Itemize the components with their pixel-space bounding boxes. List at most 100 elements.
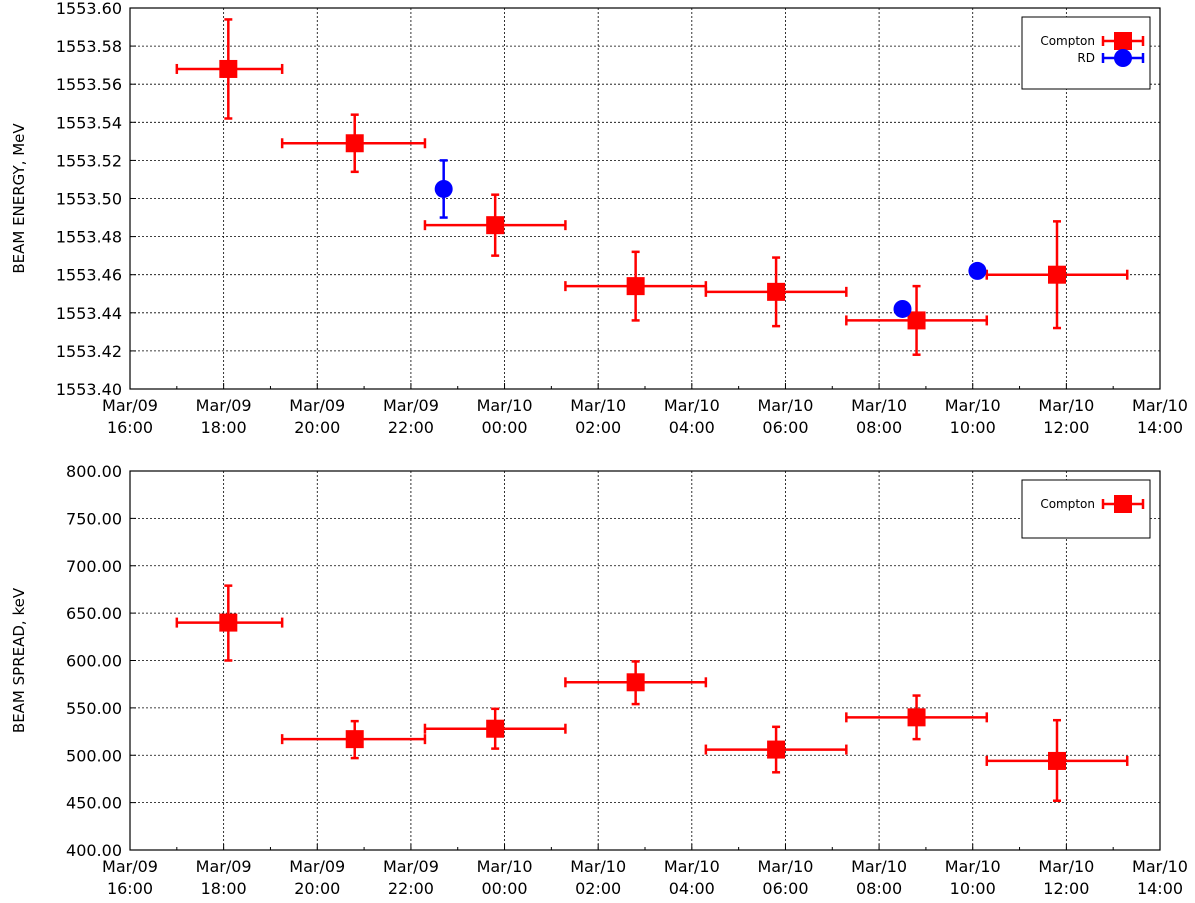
series-rd	[434, 159, 987, 318]
x-tick-label: Mar/10	[757, 396, 813, 415]
data-point-rd	[968, 261, 987, 280]
legend-label: RD	[1077, 51, 1095, 65]
x-tick-label: Mar/09	[102, 857, 158, 876]
circle-marker	[968, 261, 987, 280]
square-marker	[767, 740, 786, 759]
square-marker	[345, 134, 364, 153]
square-marker	[486, 719, 505, 738]
series-compton	[175, 18, 1129, 356]
x-tick-label: 22:00	[388, 879, 434, 898]
square-marker	[626, 673, 645, 692]
square-marker	[907, 708, 926, 727]
x-tick-label: 08:00	[856, 879, 902, 898]
x-tick-label: Mar/10	[1132, 857, 1188, 876]
square-marker	[767, 282, 786, 301]
square-marker	[1048, 751, 1066, 770]
y-tick-label: 400.00	[66, 841, 122, 860]
legend-label: Compton	[1040, 34, 1095, 48]
y-tick-label: 1553.40	[56, 380, 122, 399]
y-tick-label: 1553.54	[56, 113, 122, 132]
x-tick-label: 06:00	[762, 418, 808, 437]
data-point-compton	[845, 694, 989, 741]
x-tick-label: 04:00	[669, 879, 715, 898]
x-tick-label: 18:00	[201, 418, 247, 437]
x-tick-label: Mar/10	[945, 396, 1001, 415]
legend-square-marker	[1114, 32, 1132, 50]
x-tick-label: Mar/10	[477, 396, 533, 415]
x-tick-label: 12:00	[1043, 879, 1089, 898]
square-marker	[219, 613, 238, 632]
square-marker	[907, 311, 926, 330]
x-tick-label: 20:00	[294, 879, 340, 898]
x-tick-label: 00:00	[481, 418, 527, 437]
square-marker	[219, 59, 238, 78]
y-tick-label: 700.00	[66, 557, 122, 576]
data-point-compton	[423, 707, 567, 750]
square-marker	[345, 730, 364, 749]
x-tick-label: Mar/09	[383, 396, 439, 415]
data-point-compton	[985, 220, 1129, 330]
legend: Compton	[1021, 479, 1151, 539]
plot-frame	[129, 7, 1161, 390]
y-tick-label: 1553.42	[56, 342, 122, 361]
x-tick-label: Mar/10	[1038, 857, 1094, 876]
y-tick-label: 1553.52	[56, 151, 122, 170]
x-tick-label: Mar/10	[1132, 396, 1188, 415]
x-tick-label: 00:00	[481, 879, 527, 898]
x-tick-label: Mar/09	[196, 857, 252, 876]
x-tick-label: Mar/10	[757, 857, 813, 876]
x-tick-label: Mar/10	[570, 396, 626, 415]
y-tick-label: 1553.60	[56, 0, 122, 18]
x-tick-label: Mar/10	[851, 857, 907, 876]
data-point-compton	[280, 113, 427, 174]
x-tick-label: 14:00	[1137, 418, 1183, 437]
y-axis-title: BEAM ENERGY, MeV	[10, 123, 28, 274]
x-tick-label: 04:00	[669, 418, 715, 437]
y-tick-label: 1553.48	[56, 228, 122, 247]
x-tick-label: 02:00	[575, 418, 621, 437]
data-point-compton	[280, 719, 427, 760]
y-tick-label: 650.00	[66, 604, 122, 623]
legend-circle-marker	[1114, 49, 1132, 67]
data-point-compton	[704, 256, 848, 328]
square-marker	[1048, 265, 1066, 284]
circle-marker	[893, 299, 912, 318]
y-tick-label: 500.00	[66, 746, 122, 765]
series-compton	[175, 584, 1129, 802]
x-tick-label: 08:00	[856, 418, 902, 437]
x-tick-label: 02:00	[575, 879, 621, 898]
y-tick-label: 1553.56	[56, 75, 122, 94]
y-axis-title: BEAM SPREAD, keV	[10, 587, 28, 733]
x-tick-label: Mar/09	[289, 857, 345, 876]
data-point-compton	[985, 718, 1129, 802]
y-tick-label: 750.00	[66, 509, 122, 528]
square-marker	[626, 277, 645, 296]
x-tick-label: 16:00	[107, 418, 153, 437]
square-marker	[486, 216, 505, 235]
y-tick-label: 1553.44	[56, 304, 122, 323]
data-point-compton	[564, 250, 708, 322]
x-tick-label: Mar/09	[289, 396, 345, 415]
y-tick-label: 1553.50	[56, 190, 122, 209]
x-tick-label: Mar/09	[196, 396, 252, 415]
data-point-compton	[704, 725, 848, 774]
x-tick-label: Mar/10	[570, 857, 626, 876]
x-tick-label: Mar/09	[102, 396, 158, 415]
x-tick-label: 20:00	[294, 418, 340, 437]
y-tick-label: 450.00	[66, 794, 122, 813]
data-point-compton	[423, 193, 567, 257]
y-tick-label: 550.00	[66, 699, 122, 718]
x-tick-label: Mar/10	[945, 857, 1001, 876]
data-point-compton	[564, 660, 708, 706]
data-point-compton	[175, 18, 284, 120]
y-tick-label: 1553.46	[56, 266, 122, 285]
x-tick-label: 12:00	[1043, 418, 1089, 437]
x-tick-label: 18:00	[201, 879, 247, 898]
y-tick-label: 1553.58	[56, 37, 122, 56]
x-tick-label: 10:00	[950, 418, 996, 437]
legend: Compton RD	[1021, 16, 1151, 90]
data-point-compton	[845, 284, 989, 356]
x-tick-label: Mar/09	[383, 857, 439, 876]
x-tick-label: 22:00	[388, 418, 434, 437]
